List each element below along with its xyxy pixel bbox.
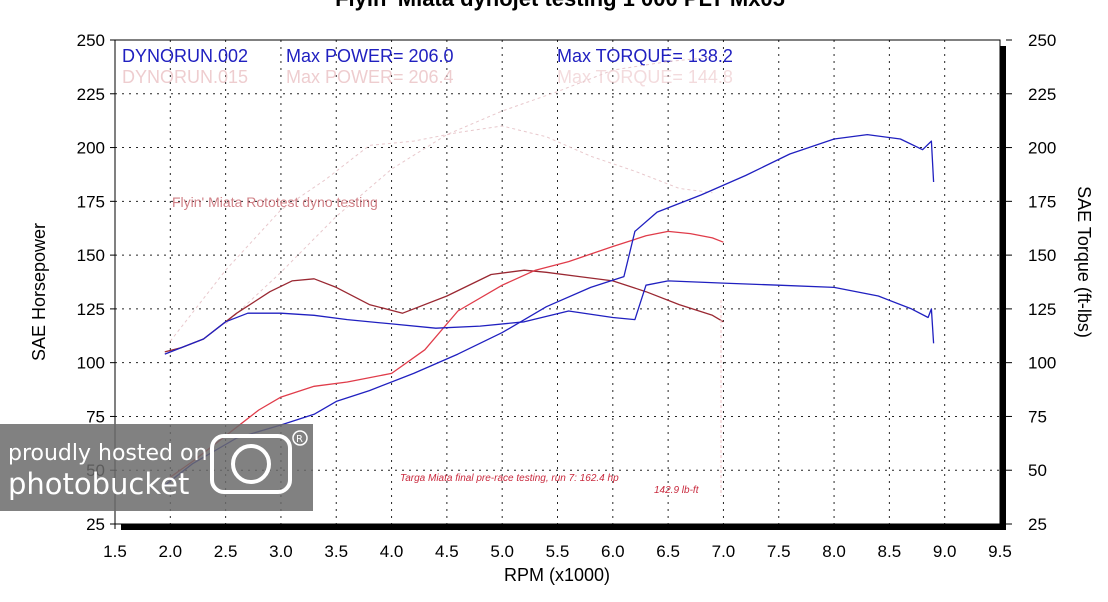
y-tick-label: 150 [77, 246, 105, 265]
y2-tick-label: 225 [1028, 85, 1056, 104]
x-tick-label: 8.0 [822, 542, 846, 561]
x-tick-label: 5.5 [546, 542, 570, 561]
x-tick-label: 6.5 [656, 542, 680, 561]
y-tick-label: 75 [86, 407, 105, 426]
registered-mark: R [296, 434, 303, 445]
legend-run-label: DYNORUN.002 [122, 46, 248, 66]
y2-tick-label: 100 [1028, 354, 1056, 373]
y2-tick-label: 150 [1028, 246, 1056, 265]
y-tick-label: 100 [77, 354, 105, 373]
series-line-3 [164, 269, 724, 353]
series-lines [164, 56, 935, 486]
legend-max-torque: Max TORQUE= 138.2 [557, 46, 733, 66]
series-line-2 [164, 230, 724, 482]
y-tick-label: 175 [77, 192, 105, 211]
series-line-0 [164, 133, 935, 486]
x-tick-label: 9.0 [933, 542, 957, 561]
y2-tick-label: 250 [1028, 31, 1056, 50]
x-tick-label: 7.0 [712, 542, 736, 561]
x-axis-title: RPM (x1000) [504, 565, 610, 585]
x-tick-label: 9.5 [988, 542, 1012, 561]
camera-icon [210, 434, 292, 494]
y2-axis-title: SAE Torque (ft-lbs) [1074, 186, 1094, 338]
targa-annotation-line1: Targa Miata final pre-race testing, run … [400, 473, 619, 484]
watermark-line2: photobucket [8, 467, 189, 501]
plot-shadow-right [1000, 46, 1006, 530]
x-tick-label: 3.0 [269, 542, 293, 561]
axis-ticks: 1.5 2.0 2.5 3.0 3.5 4.0 4.5 5.0 5.5 6.0 6.5 7.0 7.5 8… [77, 31, 1057, 561]
x-tick-label: 5.0 [490, 542, 514, 561]
x-tick-label: 8.5 [878, 542, 902, 561]
y2-tick-label: 25 [1028, 515, 1047, 534]
chart-title: Flyin' Miata dynojet testing 1 000 PLT M… [335, 0, 785, 11]
x-tick-label: 4.5 [435, 542, 459, 561]
x-tick-label: 2.5 [214, 542, 238, 561]
photobucket-watermark: proudly hosted on photobucket R [0, 424, 313, 511]
y2-tick-label: 50 [1028, 461, 1047, 480]
y-tick-label: 200 [77, 139, 105, 158]
x-tick-label: 2.0 [158, 542, 182, 561]
legend-max-power: Max POWER= 206.0 [286, 46, 454, 66]
y2-tick-label: 125 [1028, 300, 1056, 319]
legend-ghost-run-label: DYNORUN.015 [122, 67, 248, 87]
camera-lens-icon [231, 444, 271, 484]
series-line-1 [164, 280, 935, 355]
watermark-panel [0, 424, 313, 511]
y2-tick-label: 175 [1028, 192, 1056, 211]
legend-ghost-max-power: Max POWER= 206.4 [286, 67, 454, 87]
y-tick-label: 250 [77, 31, 105, 50]
x-tick-label: 6.0 [601, 542, 625, 561]
y2-tick-label: 200 [1028, 139, 1056, 158]
watermark-line1: proudly hosted on [8, 441, 207, 466]
registered-icon [292, 430, 308, 446]
x-tick-label: 3.5 [324, 542, 348, 561]
plot-shadow-bottom [121, 524, 1006, 530]
x-tick-label: 7.5 [767, 542, 791, 561]
x-tick-label: 1.5 [103, 542, 127, 561]
y-axis-title: SAE Horsepower [29, 223, 49, 361]
y-tick-label: 225 [77, 85, 105, 104]
series-line-4 [225, 56, 713, 325]
y-tick-label: 125 [77, 300, 105, 319]
x-tick-label: 4.0 [380, 542, 404, 561]
targa-annotation-line2: 142.9 lb-ft [654, 485, 700, 496]
y-tick-label: 25 [86, 515, 105, 534]
legend-ghost-max-torque: Max TORQUE= 144.8 [557, 67, 733, 87]
rototest-annotation: Flyin' Miata Rototest dyno testing [172, 194, 378, 210]
y2-tick-label: 75 [1028, 407, 1047, 426]
